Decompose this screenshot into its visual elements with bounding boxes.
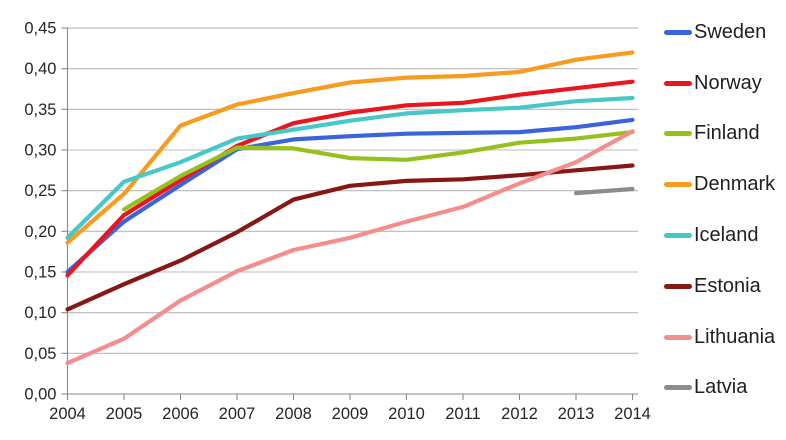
- legend-item-finland: Finland: [664, 109, 786, 160]
- x-tick-label: 2005: [106, 405, 143, 423]
- series-line-iceland: [65, 95, 635, 240]
- x-tick-label: 2013: [558, 405, 595, 423]
- legend-swatch-sweden: [664, 29, 692, 35]
- legend-item-latvia: Latvia: [664, 363, 786, 414]
- legend-label: Denmark: [694, 173, 776, 196]
- x-tick-label: 2008: [275, 405, 312, 423]
- y-tick-label: 0,45: [24, 20, 56, 38]
- chart-legend: Sweden Norway Finland Denmark Iceland Estonia…: [664, 7, 786, 413]
- x-tick-label: 2006: [162, 405, 199, 423]
- x-tick-label: 2009: [332, 405, 369, 423]
- legend-swatch-latvia: [664, 385, 692, 391]
- legend-label: Iceland: [694, 224, 759, 247]
- legend-swatch-lithuania: [664, 334, 692, 340]
- x-tick-label: 2007: [219, 405, 256, 423]
- series-line-latvia: [573, 186, 635, 196]
- y-tick-label: 0,35: [24, 101, 56, 119]
- y-tick-label: 0,00: [24, 386, 56, 404]
- x-tick-label: 2014: [614, 405, 651, 423]
- y-tick-label: 0,05: [24, 345, 56, 363]
- legend-label: Norway: [694, 71, 762, 94]
- x-tick-label: 2012: [501, 405, 538, 423]
- legend-label: Lithuania: [694, 325, 776, 348]
- legend-item-iceland: Iceland: [664, 210, 786, 261]
- y-tick-label: 0,30: [24, 142, 56, 160]
- legend-swatch-norway: [664, 80, 692, 86]
- legend-swatch-finland: [664, 131, 692, 137]
- series-line-finland: [121, 130, 635, 212]
- legend-swatch-denmark: [664, 182, 692, 188]
- y-tick-label: 0,20: [24, 223, 56, 241]
- legend-label: Estonia: [694, 274, 761, 297]
- series-line-lithuania: [65, 129, 635, 366]
- series-line-denmark: [65, 50, 635, 245]
- legend-item-estonia: Estonia: [664, 261, 786, 312]
- legend-item-norway: Norway: [664, 58, 786, 109]
- x-tick-label: 2011: [445, 405, 480, 423]
- y-tick-label: 0,10: [24, 304, 56, 322]
- y-tick-label: 0,40: [24, 60, 56, 78]
- legend-swatch-estonia: [664, 283, 692, 289]
- legend-label: Sweden: [694, 20, 767, 43]
- legend-label: Finland: [694, 122, 760, 145]
- x-tick-label: 2010: [388, 405, 425, 423]
- legend-label: Latvia: [694, 376, 748, 399]
- x-tick-label: 2004: [49, 405, 86, 423]
- y-tick-label: 0,15: [24, 264, 56, 282]
- legend-item-sweden: Sweden: [664, 7, 786, 58]
- legend-item-lithuania: Lithuania: [664, 312, 786, 363]
- series-line-estonia: [65, 163, 635, 312]
- legend-item-denmark: Denmark: [664, 159, 786, 210]
- y-tick-label: 0,25: [24, 182, 56, 200]
- series-line-norway: [65, 79, 635, 278]
- series-line-sweden: [65, 117, 635, 275]
- legend-swatch-iceland: [664, 233, 692, 239]
